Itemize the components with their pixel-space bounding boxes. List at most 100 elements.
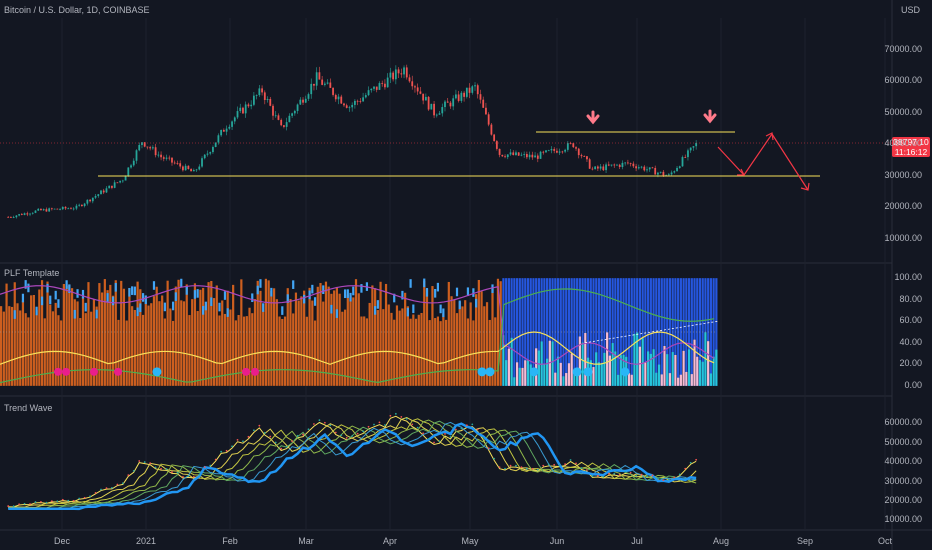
plf-bar-overlay bbox=[505, 360, 508, 386]
plf-bar-overlay bbox=[185, 286, 188, 295]
candle-body bbox=[130, 165, 132, 168]
trend-dot bbox=[362, 430, 364, 433]
symbol-title[interactable]: Bitcoin / U.S. Dollar, 1D, COINBASE bbox=[4, 5, 150, 15]
plf-bar bbox=[496, 278, 500, 386]
candle-body bbox=[580, 155, 583, 157]
candle-body bbox=[192, 170, 195, 172]
candle-body bbox=[315, 72, 318, 86]
plf-bar-overlay bbox=[595, 352, 598, 386]
candle-body bbox=[635, 166, 637, 169]
plf-bar-overlay bbox=[46, 283, 49, 293]
plf-bar-overlay bbox=[281, 306, 284, 315]
trend-dot bbox=[23, 502, 26, 505]
plf-pink-dot bbox=[242, 367, 250, 376]
plf-bar-overlay bbox=[475, 298, 478, 308]
candle-body bbox=[345, 105, 348, 108]
plf-bar bbox=[687, 278, 691, 386]
candle-body bbox=[444, 101, 446, 108]
candle-body bbox=[354, 100, 356, 105]
plf-bar bbox=[436, 316, 439, 386]
plf-bar bbox=[341, 311, 344, 386]
plf-bar-overlay bbox=[458, 300, 461, 310]
candle-body bbox=[313, 83, 315, 86]
plf-bar bbox=[431, 286, 434, 386]
plf-bar-overlay bbox=[633, 333, 636, 386]
candle-body bbox=[408, 77, 411, 82]
plf-pane-title[interactable]: PLF Template bbox=[4, 268, 60, 278]
plf-bar-overlay bbox=[567, 363, 571, 386]
candle-body bbox=[337, 96, 340, 100]
plf-bar bbox=[349, 296, 352, 386]
plf-bar bbox=[395, 305, 399, 386]
candle-body bbox=[250, 104, 253, 107]
trend-dot bbox=[176, 471, 179, 474]
candle-body bbox=[274, 115, 277, 117]
candle-body bbox=[561, 151, 564, 153]
plf-bar-overlay bbox=[346, 289, 349, 298]
plf-bar-overlay bbox=[360, 284, 363, 293]
trend-dot bbox=[624, 471, 627, 473]
plf-bar bbox=[27, 317, 30, 386]
plf-bar bbox=[360, 316, 363, 386]
candle-body bbox=[135, 150, 138, 161]
plf-bar-overlay bbox=[49, 295, 52, 305]
plf-bar bbox=[696, 278, 699, 386]
candle-body bbox=[523, 153, 526, 155]
trend-dot bbox=[629, 471, 632, 474]
candle-body bbox=[10, 216, 12, 218]
candle-body bbox=[575, 147, 577, 149]
candle-body bbox=[515, 152, 517, 155]
trend-dot bbox=[449, 436, 452, 438]
candle-body bbox=[362, 97, 364, 102]
candle-body bbox=[471, 86, 474, 93]
candle-body bbox=[613, 164, 616, 166]
trend-dot bbox=[143, 461, 146, 463]
trend-dot bbox=[618, 473, 621, 476]
plf-blue-dot bbox=[572, 367, 582, 377]
plf-bar bbox=[491, 287, 494, 386]
trend-wave-line bbox=[8, 420, 697, 509]
plf-bar-overlay bbox=[526, 360, 530, 386]
plf-bar-overlay bbox=[515, 362, 519, 386]
plf-bar bbox=[180, 300, 183, 386]
trend-dot bbox=[558, 464, 561, 467]
plf-bar bbox=[188, 315, 191, 386]
trend-y-tick: 30000.00 bbox=[884, 475, 922, 486]
candle-body bbox=[676, 167, 678, 172]
plf-bar bbox=[682, 278, 685, 386]
trend-dot bbox=[384, 424, 386, 426]
plf-bar-overlay bbox=[439, 304, 442, 314]
plf-bar-overlay bbox=[352, 286, 355, 296]
plf-bar bbox=[35, 310, 38, 386]
plf-bar bbox=[259, 290, 262, 386]
plf-bar bbox=[398, 310, 401, 386]
plf-bar bbox=[16, 303, 19, 386]
plf-bar bbox=[354, 279, 358, 386]
plf-bar bbox=[439, 321, 442, 386]
plf-bar bbox=[62, 284, 65, 386]
bar-countdown: 11:16:12 bbox=[894, 147, 928, 157]
candle-body bbox=[108, 185, 111, 189]
candle-body bbox=[378, 83, 381, 90]
candle-body bbox=[59, 209, 61, 210]
plf-bar bbox=[679, 278, 682, 386]
trend-pane-title[interactable]: Trend Wave bbox=[4, 403, 53, 413]
plf-bar bbox=[625, 278, 628, 386]
candle-body bbox=[670, 172, 673, 175]
plf-pink-dot bbox=[62, 367, 70, 376]
trend-dot bbox=[394, 412, 397, 415]
plf-bar bbox=[51, 311, 55, 386]
trend-dot bbox=[83, 496, 86, 499]
plf-bar bbox=[150, 303, 153, 386]
plf-blue-dot bbox=[529, 367, 539, 377]
plf-bar-overlay bbox=[54, 290, 57, 300]
plf-bar-overlay bbox=[513, 377, 516, 386]
candle-body bbox=[280, 119, 283, 126]
plf-bar bbox=[507, 278, 510, 386]
plf-bar bbox=[633, 278, 636, 386]
plf-bar bbox=[2, 311, 5, 386]
candle-body bbox=[621, 162, 624, 168]
plf-bar bbox=[425, 289, 429, 386]
plf-bar bbox=[444, 319, 448, 386]
